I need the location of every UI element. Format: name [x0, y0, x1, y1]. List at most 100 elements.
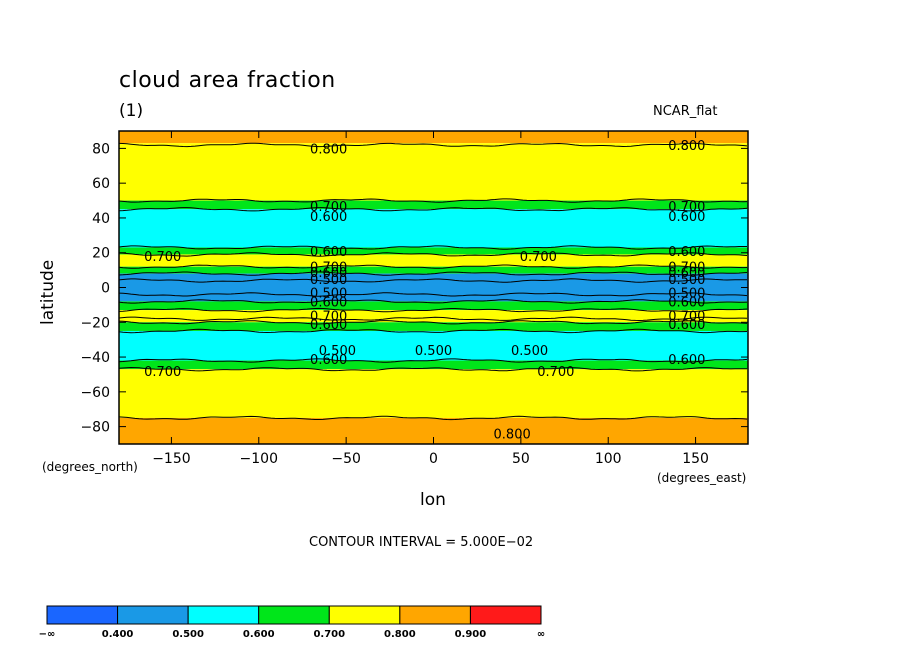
- band: [119, 310, 748, 323]
- contour-line: [118, 292, 748, 297]
- colorbar-swatch: [258, 605, 330, 625]
- contour-label: 0.600: [668, 245, 705, 260]
- contour-label: 0.700: [668, 261, 705, 276]
- contour-line: [118, 328, 748, 334]
- x-axis-ticks: −150 −100 −50 0 50 100 150: [152, 131, 709, 467]
- contour-line: [118, 358, 748, 363]
- contour-line: [118, 307, 748, 313]
- colorbar-tick-label: 0.900: [455, 629, 487, 640]
- y-tick-label: 20: [92, 246, 110, 262]
- y-tick-label: −60: [80, 385, 110, 401]
- colorbar-swatch: [469, 605, 542, 625]
- colorbar-tick-label: 0.600: [243, 629, 275, 640]
- band: [119, 266, 748, 274]
- colorbar-tick-label: 0.800: [384, 629, 416, 640]
- contour-label: 0.500: [511, 344, 548, 359]
- y-tick-label: 40: [92, 211, 110, 227]
- contour-label: 0.500: [668, 273, 705, 288]
- colorbar-tick-label: 0.500: [172, 629, 204, 640]
- contour-line: [118, 316, 748, 322]
- contour-label: 0.800: [310, 142, 347, 157]
- contour-label: 0.600: [668, 295, 705, 310]
- y-tick-label: 60: [92, 176, 110, 192]
- contour-label: 0.500: [668, 287, 705, 302]
- band: [119, 330, 748, 361]
- contour-line: [118, 207, 748, 212]
- band: [119, 322, 748, 331]
- x-tick-label: −50: [331, 451, 361, 467]
- chart-title: cloud area fraction: [119, 68, 336, 93]
- band: [119, 143, 748, 201]
- band: [119, 273, 748, 302]
- filled-bands: [119, 131, 748, 444]
- contour-label: 0.800: [494, 428, 531, 443]
- contour-label: 0.600: [310, 266, 347, 281]
- band: [119, 200, 748, 210]
- contour-label: 0.500: [310, 273, 347, 288]
- contour-label: 0.700: [310, 261, 347, 276]
- x-tick-label: 0: [429, 451, 438, 467]
- colorbar-swatch: [187, 605, 260, 625]
- units-label: (1): [119, 101, 144, 121]
- contour-label: 0.800: [668, 139, 705, 154]
- y-tick-label: 80: [92, 141, 110, 157]
- contour-label: 0.700: [144, 365, 181, 380]
- band: [119, 209, 748, 248]
- x-axis-units: (degrees_east): [657, 471, 747, 485]
- contour-line: [118, 142, 748, 148]
- y-axis-ticks: 80 60 40 20 0 −20 −40 −60 −80: [80, 141, 748, 436]
- contour-line: [118, 245, 747, 250]
- contour-label: 0.600: [668, 266, 705, 281]
- projection-label: NCAR_flat: [653, 104, 718, 119]
- contour-line: [118, 278, 748, 283]
- contour-line: [118, 320, 748, 325]
- y-axis-units: (degrees_north): [42, 460, 138, 474]
- band: [119, 254, 748, 267]
- contour-line: [118, 366, 748, 372]
- contour-label: 0.500: [319, 344, 356, 359]
- contour-label: 0.700: [668, 309, 705, 324]
- contour-line: [118, 264, 748, 269]
- contour-label: 0.700: [668, 200, 705, 215]
- y-tick-label: −40: [80, 350, 110, 366]
- contour-label: 0.600: [310, 353, 347, 368]
- colorbar-swatch: [46, 605, 119, 625]
- x-tick-label: 150: [682, 451, 709, 467]
- contour-label: 0.600: [668, 318, 705, 333]
- colorbar-swatch: [117, 605, 189, 625]
- contour-label: 0.700: [537, 365, 574, 380]
- colorbar-tick-label: 0.700: [313, 629, 345, 640]
- y-tick-label: 0: [101, 281, 110, 297]
- x-tick-label: −150: [152, 451, 190, 467]
- contour-lines: [118, 142, 748, 421]
- contour-label: 0.600: [668, 353, 705, 368]
- contour-label: 0.700: [310, 309, 347, 324]
- contour-line: [118, 415, 748, 421]
- x-tick-label: 50: [512, 451, 530, 467]
- contour-interval-label: CONTOUR INTERVAL = 5.000E−02: [309, 535, 534, 550]
- colorbar-swatch: [328, 605, 401, 625]
- contour-label: 0.600: [310, 318, 347, 333]
- contour-line: [118, 198, 748, 203]
- x-tick-label: −100: [240, 451, 278, 467]
- contour-label: 0.500: [310, 287, 347, 302]
- contour-label: 0.700: [520, 250, 557, 265]
- band: [119, 301, 748, 311]
- contour-label: 0.600: [310, 245, 347, 260]
- y-tick-label: −20: [80, 315, 110, 331]
- contour-label: 0.500: [415, 344, 452, 359]
- colorbar-tick-label: ∞: [537, 629, 545, 640]
- contour-label: 0.600: [310, 295, 347, 310]
- x-axis-label: lon: [420, 490, 446, 510]
- colorbar-tick-label: 0.400: [102, 629, 134, 640]
- colorbar-swatch: [399, 605, 471, 625]
- y-tick-label: −80: [80, 420, 110, 436]
- band: [119, 369, 748, 418]
- band: [119, 360, 748, 370]
- contour-label: 0.600: [310, 210, 347, 225]
- band: [119, 247, 748, 255]
- contour-line: [118, 299, 748, 304]
- contour-line: [118, 271, 748, 276]
